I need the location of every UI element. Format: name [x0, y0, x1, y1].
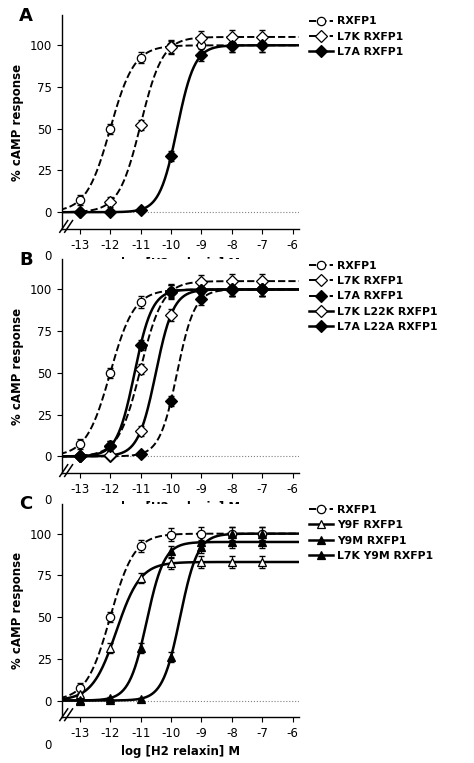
- Y-axis label: % cAMP response: % cAMP response: [11, 63, 24, 181]
- Text: A: A: [19, 7, 33, 24]
- Legend: RXFP1, L7K RXFP1, L7A RXFP1, L7K L22K RXFP1, L7A L22A RXFP1: RXFP1, L7K RXFP1, L7A RXFP1, L7K L22K RX…: [309, 260, 438, 332]
- Legend: RXFP1, L7K RXFP1, L7A RXFP1: RXFP1, L7K RXFP1, L7A RXFP1: [309, 16, 403, 57]
- X-axis label: log [H2 relaxin] M: log [H2 relaxin] M: [120, 257, 240, 270]
- Legend: RXFP1, Y9F RXFP1, Y9M RXFP1, L7K Y9M RXFP1: RXFP1, Y9F RXFP1, Y9M RXFP1, L7K Y9M RXF…: [309, 504, 433, 561]
- Text: B: B: [19, 251, 33, 269]
- Text: 0: 0: [44, 250, 52, 263]
- Text: 0: 0: [44, 739, 52, 752]
- X-axis label: log [H2 relaxin] M: log [H2 relaxin] M: [120, 501, 240, 514]
- Text: 0: 0: [44, 494, 52, 507]
- Text: C: C: [19, 495, 32, 513]
- Y-axis label: % cAMP response: % cAMP response: [11, 552, 24, 669]
- X-axis label: log [H2 relaxin] M: log [H2 relaxin] M: [120, 745, 240, 758]
- Y-axis label: % cAMP response: % cAMP response: [11, 307, 24, 425]
